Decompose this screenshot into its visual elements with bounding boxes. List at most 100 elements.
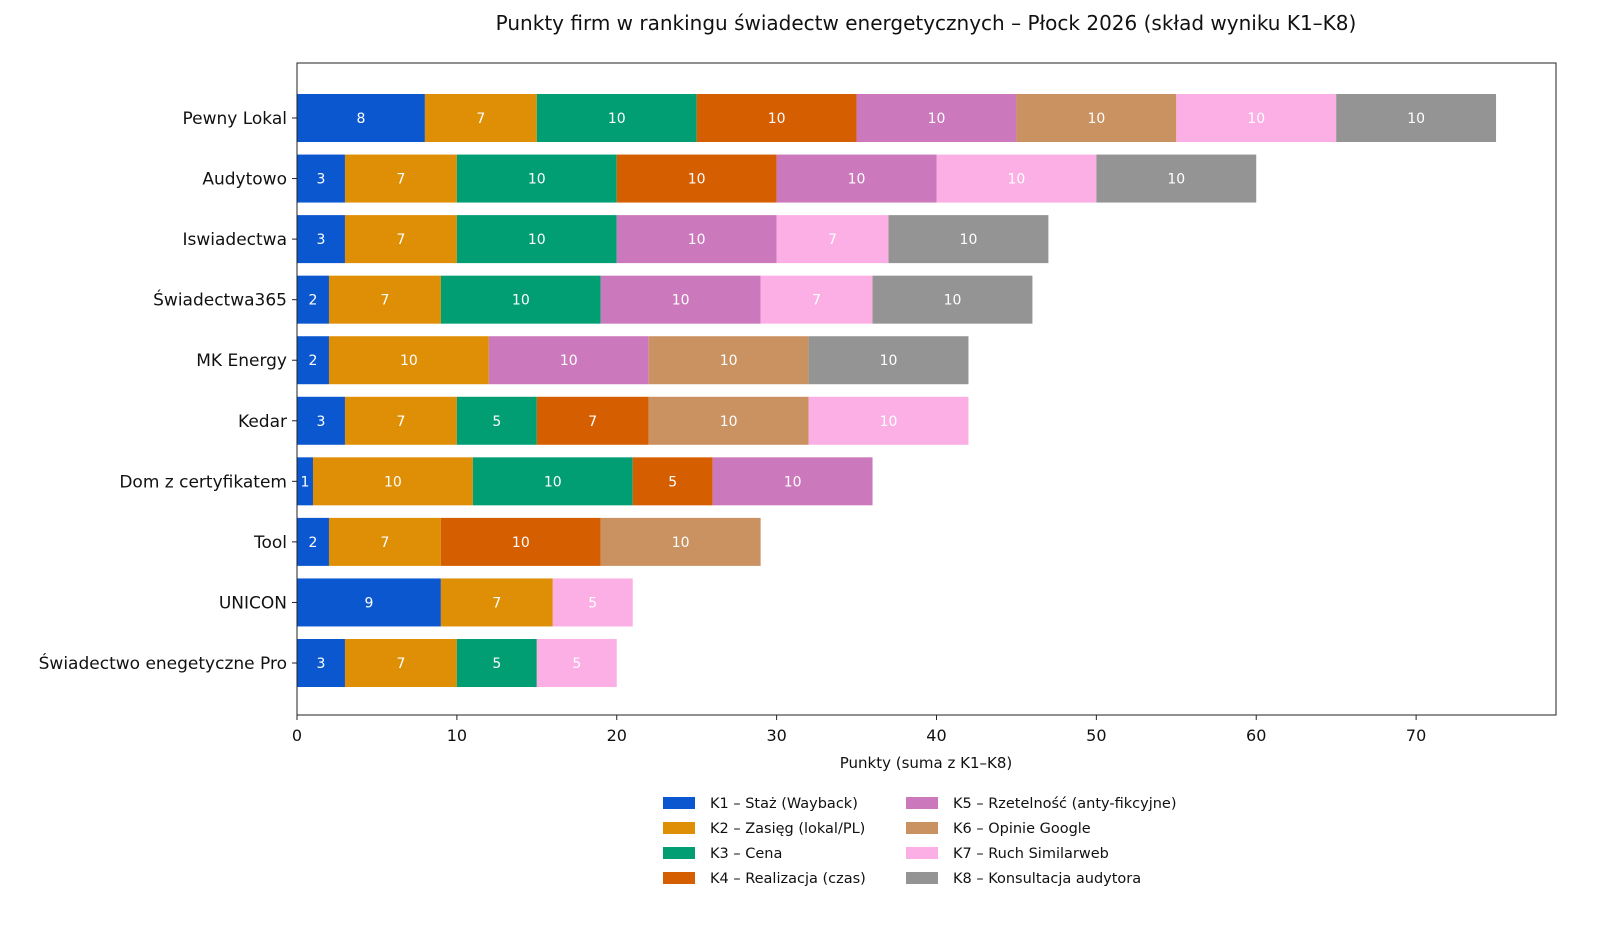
bar-segment-k1 bbox=[297, 275, 329, 324]
data-label: 5 bbox=[492, 656, 501, 672]
y-tick-label: Świadectwo enegetyczne Pro bbox=[39, 652, 287, 674]
bar-segment-k1 bbox=[297, 457, 313, 506]
data-label: 10 bbox=[384, 474, 402, 490]
bar-segment-k4 bbox=[440, 517, 601, 566]
bar-segment-k3 bbox=[456, 215, 617, 264]
y-tick-label: Świadectwa365 bbox=[153, 289, 287, 311]
bar-segment-k1 bbox=[297, 639, 345, 687]
bar-segment-k2 bbox=[344, 396, 457, 445]
data-label: 10 bbox=[880, 353, 898, 369]
bar-segment-k2 bbox=[440, 578, 553, 627]
bar-segment-k2 bbox=[312, 457, 473, 506]
data-label: 5 bbox=[492, 414, 501, 430]
bar-segment-k5 bbox=[712, 457, 873, 506]
y-tick-label: Dom z certyfikatem bbox=[119, 472, 287, 492]
bar-segment-k5 bbox=[600, 275, 761, 324]
data-label: 10 bbox=[1008, 172, 1026, 188]
bar-segment-k8 bbox=[1096, 154, 1257, 203]
bar-segment-k4 bbox=[616, 154, 777, 203]
bar-segment-k6 bbox=[648, 396, 809, 445]
data-label: 10 bbox=[960, 232, 978, 248]
data-label: 3 bbox=[317, 414, 326, 430]
bar-segment-k5 bbox=[776, 154, 937, 203]
data-label: 10 bbox=[688, 232, 706, 248]
bar-segment-k7 bbox=[1176, 94, 1337, 142]
data-label: 10 bbox=[944, 293, 962, 309]
data-label: 7 bbox=[396, 172, 405, 188]
bar-segment-k8 bbox=[888, 215, 1049, 264]
bar-segment-k7 bbox=[760, 275, 873, 324]
plot-frame bbox=[296, 62, 1557, 716]
bar-segment-k1 bbox=[297, 517, 329, 566]
data-label: 10 bbox=[784, 474, 802, 490]
bar-segment-k8 bbox=[1336, 94, 1497, 142]
data-label: 5 bbox=[588, 595, 597, 611]
bar-segment-k4 bbox=[632, 457, 713, 506]
data-label: 10 bbox=[528, 232, 546, 248]
data-label: 2 bbox=[309, 535, 318, 551]
legend-label-k6: K6 – Opinie Google bbox=[953, 821, 1091, 837]
x-axis-label: Punkty (suma z K1–K8) bbox=[840, 754, 1013, 772]
data-label: 10 bbox=[608, 111, 626, 127]
x-tick-label: 30 bbox=[766, 726, 786, 745]
x-tick-label: 0 bbox=[292, 726, 302, 745]
data-label: 10 bbox=[512, 535, 530, 551]
bar-segment-k5 bbox=[616, 215, 777, 264]
legend-swatch-k4 bbox=[663, 872, 695, 884]
bar-segment-k8 bbox=[808, 336, 969, 385]
y-tick-label: Kedar bbox=[238, 412, 287, 432]
bar-segment-k3 bbox=[536, 94, 697, 142]
bar-segment-k3 bbox=[472, 457, 633, 506]
bar-segment-k4 bbox=[696, 94, 857, 142]
legend-swatch-k8 bbox=[906, 872, 938, 884]
bar-segment-k1 bbox=[297, 154, 345, 203]
data-label: 9 bbox=[364, 595, 373, 611]
data-label: 10 bbox=[720, 414, 738, 430]
data-label: 2 bbox=[309, 293, 318, 309]
data-label: 10 bbox=[400, 353, 418, 369]
y-tick-label: MK Energy bbox=[196, 351, 287, 371]
data-label: 7 bbox=[380, 293, 389, 309]
data-label: 5 bbox=[572, 656, 581, 672]
x-tick-label: 20 bbox=[607, 726, 627, 745]
legend-label-k4: K4 – Realizacja (czas) bbox=[710, 871, 866, 887]
data-label: 7 bbox=[828, 232, 837, 248]
legend-swatch-k1 bbox=[663, 797, 695, 809]
legend-swatch-k6 bbox=[906, 822, 938, 834]
bar-segment-k1 bbox=[297, 578, 441, 627]
data-label: 10 bbox=[672, 535, 690, 551]
data-label: 7 bbox=[380, 535, 389, 551]
legend-swatch-k7 bbox=[906, 847, 938, 859]
legend-swatch-k3 bbox=[663, 847, 695, 859]
bar-segment-k2 bbox=[328, 275, 441, 324]
y-tick-label: Pewny Lokal bbox=[182, 109, 287, 129]
y-tick-label: UNICON bbox=[219, 593, 287, 613]
bar-segment-k4 bbox=[536, 396, 649, 445]
data-label: 10 bbox=[528, 172, 546, 188]
y-tick-label: Tool bbox=[253, 533, 287, 553]
legend-label-k3: K3 – Cena bbox=[710, 846, 782, 862]
data-label: 7 bbox=[588, 414, 597, 430]
y-tick-label: Iswiadectwa bbox=[183, 230, 288, 250]
y-tick-label: Audytowo bbox=[202, 170, 287, 190]
bar-segment-k1 bbox=[297, 215, 345, 264]
bar-segment-k2 bbox=[344, 639, 457, 687]
legend-label-k2: K2 – Zasięg (lokal/PL) bbox=[710, 821, 865, 837]
bar-segment-k7 bbox=[936, 154, 1097, 203]
data-label: 3 bbox=[317, 232, 326, 248]
data-label: 10 bbox=[880, 414, 898, 430]
data-label: 5 bbox=[668, 474, 677, 490]
bar-segment-k3 bbox=[456, 639, 537, 687]
bar-segment-k7 bbox=[536, 639, 617, 687]
bar-segment-k3 bbox=[440, 275, 601, 324]
data-label: 10 bbox=[928, 111, 946, 127]
bar-segment-k8 bbox=[872, 275, 1033, 324]
bar-segment-k3 bbox=[456, 154, 617, 203]
legend-swatch-k5 bbox=[906, 797, 938, 809]
data-label: 10 bbox=[1167, 172, 1185, 188]
bar-segment-k2 bbox=[344, 154, 457, 203]
x-tick-label: 70 bbox=[1406, 726, 1426, 745]
data-label: 10 bbox=[672, 293, 690, 309]
data-label: 10 bbox=[1407, 111, 1425, 127]
